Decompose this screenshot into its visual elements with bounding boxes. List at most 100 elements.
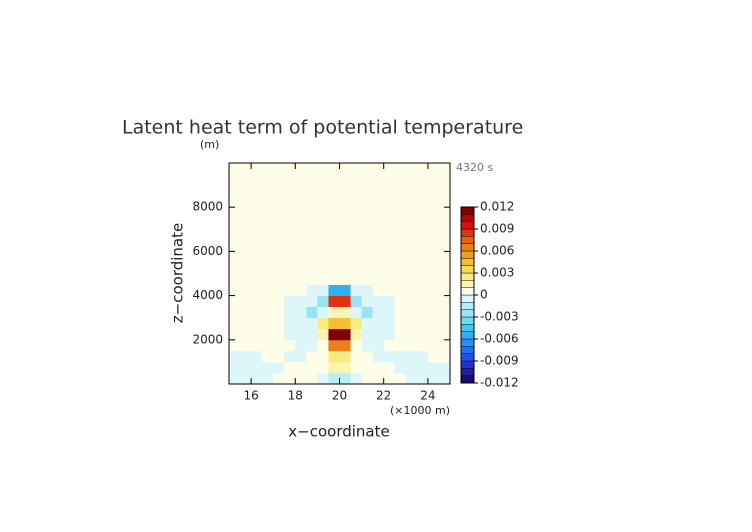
colorbar-band: [460, 309, 475, 318]
heat-cell: [284, 185, 296, 197]
heat-cell: [273, 185, 285, 197]
heat-cell: [383, 339, 396, 352]
colorbar-band: [460, 236, 475, 244]
heat-cell: [350, 295, 362, 308]
x-tick-label: 18: [288, 389, 303, 403]
heat-cell: [262, 273, 274, 285]
heat-cell: [284, 262, 296, 274]
heat-cell: [295, 372, 307, 385]
heat-cell: [251, 361, 263, 374]
heat-cell: [372, 174, 385, 186]
heat-cell: [328, 251, 340, 263]
heat-cell: [361, 229, 374, 241]
heat-cell: [416, 306, 429, 319]
heat-cell: [339, 163, 351, 175]
heat-cell: [295, 229, 307, 241]
heat-cell: [361, 262, 374, 274]
heat-cell: [372, 262, 385, 274]
heat-cell: [240, 306, 252, 319]
heat-cell: [240, 240, 252, 252]
heat-cell: [273, 174, 285, 186]
heat-cell: [229, 339, 241, 352]
heat-cell: [306, 328, 318, 341]
heat-cell: [251, 196, 263, 208]
heat-cell: [383, 240, 396, 252]
heat-cell: [240, 273, 252, 285]
heat-cell: [394, 284, 407, 296]
colorbar-tick-label: -0.012: [480, 376, 519, 390]
heat-cell: [361, 361, 374, 374]
heat-cell: [273, 284, 285, 296]
heat-cell: [438, 163, 451, 175]
heat-cell: [383, 185, 396, 197]
heat-cell: [317, 350, 329, 363]
heat-cell: [383, 295, 396, 308]
heat-cell: [251, 273, 263, 285]
heat-cell: [372, 218, 385, 230]
heat-cell: [405, 361, 418, 374]
heat-cell: [416, 185, 429, 197]
heat-cell: [438, 251, 451, 263]
heat-cell: [295, 240, 307, 252]
heat-cell: [405, 339, 418, 352]
heat-cell: [350, 251, 362, 263]
heat-cell: [416, 350, 429, 363]
heat-cell: [328, 240, 340, 252]
heat-cell: [295, 350, 307, 363]
heat-cell: [339, 218, 351, 230]
colorbar-tick-label: -0.006: [480, 332, 519, 346]
heat-cell: [427, 372, 440, 385]
heat-cell: [328, 328, 340, 341]
heat-cell: [361, 196, 374, 208]
heat-cell: [317, 317, 329, 330]
heat-cell: [383, 328, 396, 341]
heat-cell: [438, 361, 451, 374]
heat-cell: [273, 328, 285, 341]
heat-cell: [240, 350, 252, 363]
heat-cell: [405, 185, 418, 197]
y-tick-label: 6000: [192, 244, 223, 258]
heat-cell: [284, 295, 296, 308]
heat-cell: [372, 361, 385, 374]
heat-cell: [394, 372, 407, 385]
heat-cell: [361, 240, 374, 252]
heat-cell: [328, 306, 340, 319]
heat-cell: [273, 273, 285, 285]
heat-cell: [350, 229, 362, 241]
heat-cell: [339, 306, 351, 319]
heat-cell: [273, 262, 285, 274]
heat-cell: [317, 218, 329, 230]
heat-cell: [229, 295, 241, 308]
heat-cell: [416, 218, 429, 230]
heat-cell: [295, 163, 307, 175]
heat-cell: [328, 218, 340, 230]
heat-cell: [229, 284, 241, 296]
heat-cell: [350, 174, 362, 186]
heat-cell: [339, 174, 351, 186]
heat-cell: [317, 185, 329, 197]
heat-cell: [416, 251, 429, 263]
colorbar-tick-label: 0.012: [480, 200, 514, 214]
heat-cell: [262, 185, 274, 197]
colorbar-band: [460, 228, 475, 237]
heat-cell: [372, 328, 385, 341]
heat-cell: [262, 372, 274, 385]
heat-cell: [262, 284, 274, 296]
heat-cell: [438, 185, 451, 197]
heat-cell: [427, 251, 440, 263]
heat-cell: [273, 251, 285, 263]
heat-cell: [295, 218, 307, 230]
heat-cell: [416, 273, 429, 285]
time-label: 4320 s: [456, 161, 493, 174]
heat-cell: [405, 196, 418, 208]
heat-cell: [229, 317, 241, 330]
chart-title: Latent heat term of potential temperatur…: [122, 117, 523, 139]
heat-cell: [350, 196, 362, 208]
heat-cell: [394, 339, 407, 352]
heat-cell: [427, 218, 440, 230]
heat-cell: [339, 372, 351, 385]
heat-cell: [405, 273, 418, 285]
heat-cell: [372, 240, 385, 252]
heat-cell: [306, 317, 318, 330]
heat-cell: [317, 229, 329, 241]
